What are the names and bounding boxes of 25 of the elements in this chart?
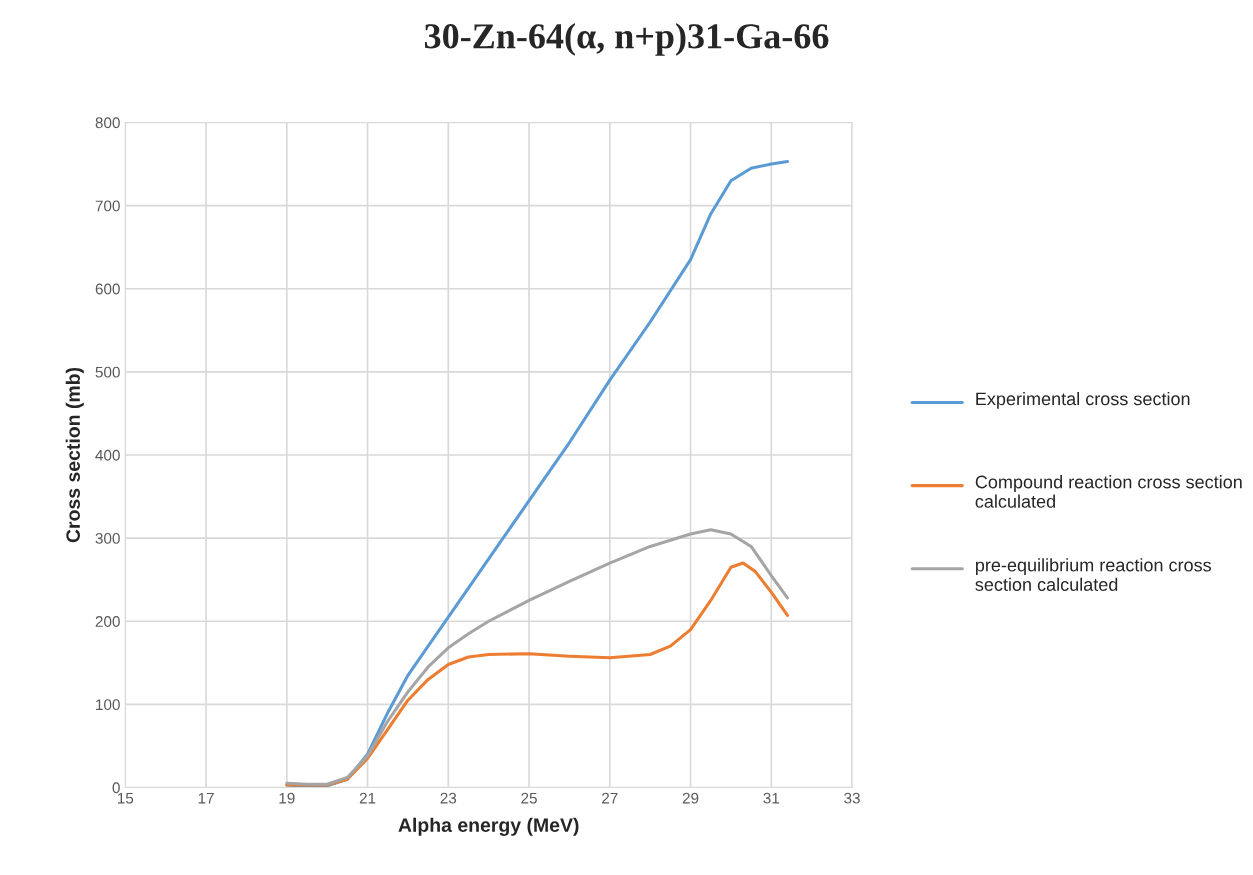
x-tick-label: 33 <box>844 792 860 804</box>
y-tick-label: 500 <box>95 366 120 378</box>
y-tick-label: 600 <box>95 283 120 295</box>
y-tick-label: 200 <box>95 616 120 627</box>
y-tick-label: 400 <box>95 449 120 461</box>
x-axis-title: Alpha energy (MeV) <box>398 817 579 836</box>
legend-label: Experimental cross section <box>976 392 1190 409</box>
y-tick-label: 300 <box>95 532 120 544</box>
x-tick-label: 15 <box>117 792 134 804</box>
legend-label: pre-equilibrium reaction cross section calculated <box>975 558 1211 591</box>
x-tick-label: 17 <box>198 792 214 804</box>
y-axis-title: Cross section (mb) <box>65 367 84 543</box>
chart-title: 30-Zn-64(α, n+p)31-Ga-66 <box>424 23 829 56</box>
x-tick-label: 29 <box>682 792 699 804</box>
x-tick-label: 21 <box>359 792 376 804</box>
y-tick-label: 0 <box>112 782 120 794</box>
x-tick-label: 27 <box>602 792 618 804</box>
legend-label: Compound reaction cross section calculated <box>975 475 1242 508</box>
x-tick-label: 23 <box>440 792 457 804</box>
x-tick-label: 31 <box>763 792 780 804</box>
y-tick-label: 700 <box>95 200 120 212</box>
x-tick-label: 19 <box>279 792 295 804</box>
x-tick-label: 25 <box>521 792 537 804</box>
y-tick-label: 100 <box>96 699 120 711</box>
y-tick-label: 800 <box>95 117 120 129</box>
